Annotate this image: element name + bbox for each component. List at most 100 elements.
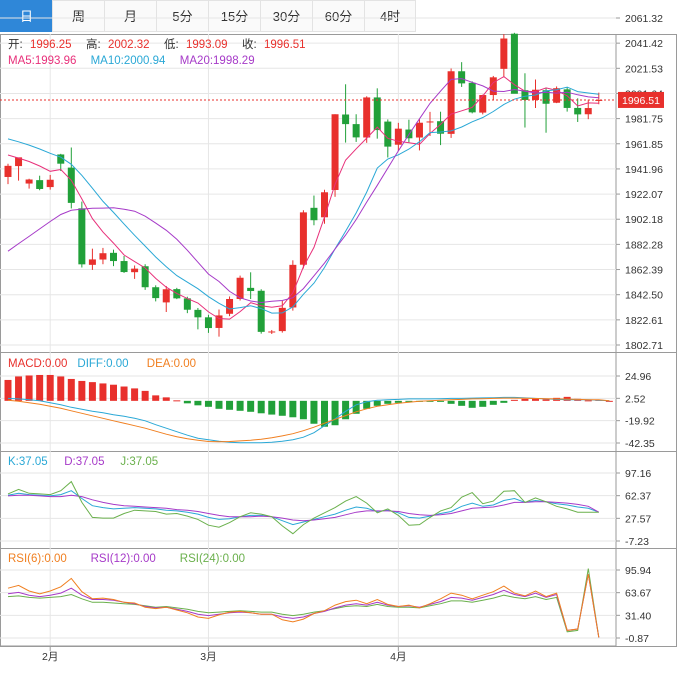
candle-body [489, 77, 497, 96]
macd-bar [331, 400, 339, 426]
candle-body [268, 331, 276, 333]
macd-bar [36, 374, 44, 401]
macd-bar [426, 400, 434, 402]
tab-month[interactable]: 月 [104, 0, 156, 32]
candle-body [15, 157, 23, 167]
candle-body [542, 90, 550, 104]
macd-bar [173, 400, 181, 402]
last-price-label: 1996.51 [622, 95, 660, 107]
x-tick-label: 4月 [390, 651, 406, 663]
ohlc-label-1: 高: [86, 37, 101, 51]
candle-body [289, 264, 297, 308]
j-line [7, 480, 599, 535]
macd-bar [204, 400, 212, 407]
tab-15min[interactable]: 15分 [208, 0, 260, 32]
ma-legend-0: MA5:1993.96 [8, 55, 76, 67]
macd-bar [363, 400, 371, 409]
macd-bar [257, 400, 265, 414]
candle-body [510, 33, 518, 94]
d-line [7, 494, 600, 522]
tab-day[interactable]: 日 [0, 0, 52, 32]
macd-bar [373, 400, 381, 406]
macd-bar [268, 400, 276, 415]
macd-bar [500, 400, 508, 403]
macd-bar [247, 400, 255, 412]
price-y-tick-label: 1941.96 [625, 164, 663, 176]
last-price-tag [618, 91, 664, 108]
macd-bar [510, 399, 518, 401]
price-y-tick-label: 1922.07 [625, 189, 663, 201]
rsi24-line [7, 568, 600, 638]
macd-bar [342, 400, 350, 420]
tab-30min[interactable]: 30分 [260, 0, 312, 32]
rsi-legend-0: RSI(6):0.00 [8, 553, 67, 565]
macd-bar [25, 375, 33, 401]
candle-body [204, 317, 212, 329]
k-line [7, 490, 599, 526]
macd-y-tick-label: 2.52 [625, 393, 646, 405]
x-tick-label: 3月 [200, 651, 216, 663]
rsi6-line [7, 574, 600, 638]
price-panel-frame [0, 34, 677, 353]
ohlc-value-0: 1996.25 [30, 39, 72, 51]
rsi-y-tick-label: 31.40 [625, 610, 651, 622]
candle-body [299, 212, 307, 265]
macd-bar [521, 398, 529, 401]
price-y-tick-label: 1822.61 [625, 315, 663, 327]
macd-legend-2: DEA:0.00 [147, 358, 196, 370]
ma-legend-2: MA20:1998.29 [180, 55, 255, 67]
candle-body [500, 38, 508, 69]
macd-bar [584, 400, 592, 402]
diff-line [7, 396, 610, 444]
macd-bar [605, 400, 613, 402]
candle-body [415, 122, 423, 138]
kdj-y-tick-label: -7.23 [625, 536, 649, 548]
macd-bar [131, 388, 139, 401]
candle-body [468, 82, 476, 113]
candle-body [331, 114, 339, 190]
ohlc-value-2: 1993.09 [186, 39, 228, 51]
price-y-tick-label: 1902.18 [625, 214, 663, 226]
candle-body [226, 298, 234, 314]
tab-4hour[interactable]: 4时 [364, 0, 416, 32]
period-tabs: 日 周 月 5分 15分 30分 60分 4时 [0, 0, 678, 34]
price-y-tick-label: 1882.28 [625, 239, 663, 251]
macd-bar [236, 400, 244, 411]
price-y-tick-label: 2041.42 [625, 38, 663, 50]
macd-bar [532, 398, 539, 401]
candle-body [131, 268, 139, 273]
ohlc-label-0: 开: [8, 39, 23, 51]
price-y-tick-label: 2061.32 [625, 13, 663, 25]
rsi-y-tick-label: 63.67 [625, 588, 651, 600]
tab-60min[interactable]: 60分 [312, 0, 364, 32]
candle-body [447, 71, 455, 134]
candle-body [194, 309, 202, 318]
rsi12-line [7, 574, 600, 638]
candle-body [247, 287, 255, 292]
candle-body [384, 121, 392, 147]
macd-bar [120, 386, 128, 401]
macd-bar [447, 400, 455, 404]
macd-y-tick-label: 24.96 [625, 371, 651, 383]
candle-body [310, 207, 318, 221]
tab-5min[interactable]: 5分 [156, 0, 208, 32]
macd-bar [141, 390, 149, 401]
macd-bar [437, 400, 445, 402]
ohlc-value-1: 2002.32 [108, 39, 150, 51]
candle-body [36, 180, 44, 189]
ma10-line [7, 86, 599, 314]
candle-body [88, 259, 96, 265]
macd-bar [15, 376, 23, 401]
macd-bar [67, 378, 75, 401]
candle-body [99, 253, 107, 260]
candle-body [563, 89, 571, 108]
ma5-line [7, 76, 599, 320]
price-y-tick-label: 1842.50 [625, 290, 663, 302]
candle-body [458, 71, 466, 84]
candle-body [46, 179, 54, 188]
tab-week[interactable]: 周 [52, 0, 104, 32]
macd-bar [542, 399, 550, 401]
macd-bar [405, 400, 413, 402]
macd-bar [183, 400, 191, 404]
ma20-line [7, 78, 599, 304]
